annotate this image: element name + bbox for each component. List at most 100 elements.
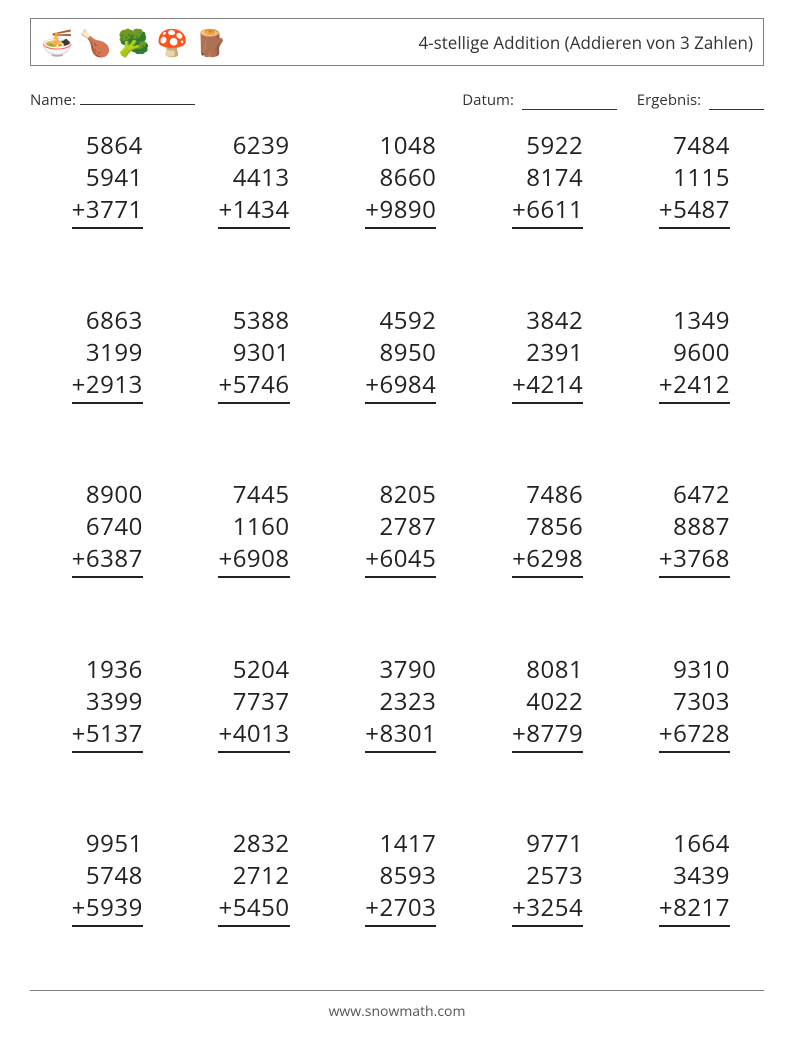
addend-3-plus: +5746 [218,369,289,404]
meta-line: Name: Datum: Ergebnis: [30,90,764,110]
addend-2: 8950 [380,337,437,369]
addend-3-plus: +9890 [365,194,436,229]
food-icon: 🥦 [118,29,150,55]
addend-3-plus: +6728 [659,718,730,753]
addend-1: 4592 [380,305,437,337]
result-label: Ergebnis: [637,90,701,110]
addend-2: 3439 [673,860,730,892]
problems-grid: 58645941+377162394413+143410488660+98905… [30,130,764,963]
footer-text: www.snowmath.com [0,1002,794,1021]
addend-3-plus: +2703 [365,892,436,927]
name-label: Name: [30,90,76,110]
addend-1: 5204 [233,654,290,686]
addend-1: 6472 [673,479,730,511]
addend-3-plus: +8217 [659,892,730,927]
addend-1: 8205 [380,479,437,511]
addend-3-plus: +6298 [512,543,583,578]
addend-1: 8900 [86,479,143,511]
addition-problem: 38422391+4214 [470,305,617,440]
result-blank[interactable] [709,95,764,110]
addend-3-plus: +3254 [512,892,583,927]
addition-problem: 97712573+3254 [470,828,617,963]
addend-1: 1664 [673,828,730,860]
addend-1: 3842 [526,305,583,337]
addend-2: 7737 [233,686,290,718]
addend-1: 5922 [526,130,583,162]
addend-2: 2391 [526,337,583,369]
addend-1: 1349 [673,305,730,337]
addend-3-plus: +3771 [72,194,143,229]
addend-2: 8660 [380,162,437,194]
addition-problem: 14178593+2703 [324,828,471,963]
addend-3-plus: +6045 [365,543,436,578]
addend-2: 5941 [86,162,143,194]
addend-1: 7486 [526,479,583,511]
date-blank[interactable] [522,95,617,110]
addend-2: 2323 [380,686,437,718]
addend-2: 2712 [233,860,290,892]
addend-2: 7303 [673,686,730,718]
addend-2: 4413 [233,162,290,194]
addend-2: 6740 [86,511,143,543]
addition-problem: 68633199+2913 [30,305,177,440]
addend-2: 4022 [526,686,583,718]
addition-problem: 13499600+2412 [617,305,764,440]
addition-problem: 93107303+6728 [617,654,764,789]
addition-problem: 80814022+8779 [470,654,617,789]
addition-problem: 89006740+6387 [30,479,177,614]
worksheet-page: 🍜 🍗 🥦 🍄 🪵 4-stellige Addition (Addieren … [0,0,794,1053]
addend-2: 8593 [380,860,437,892]
addend-3-plus: +1434 [218,194,289,229]
addend-3-plus: +6984 [365,369,436,404]
name-blank[interactable] [80,90,195,105]
worksheet-title: 4-stellige Addition (Addieren von 3 Zahl… [418,31,753,54]
addend-2: 9301 [233,337,290,369]
addend-3-plus: +6611 [512,194,583,229]
addend-1: 2832 [233,828,290,860]
addition-problem: 19363399+5137 [30,654,177,789]
addend-1: 7445 [233,479,290,511]
addend-3-plus: +5939 [72,892,143,927]
addend-2: 8174 [526,162,583,194]
addend-1: 1936 [86,654,143,686]
addend-3-plus: +2412 [659,369,730,404]
addend-3-plus: +6387 [72,543,143,578]
addend-1: 5864 [86,130,143,162]
addition-problem: 10488660+9890 [324,130,471,265]
food-icon: 🍜 [41,29,73,55]
addition-problem: 52047737+4013 [177,654,324,789]
addition-problem: 74841115+5487 [617,130,764,265]
addend-2: 3399 [86,686,143,718]
addition-problem: 16643439+8217 [617,828,764,963]
addend-1: 6239 [233,130,290,162]
addend-2: 3199 [86,337,143,369]
food-icon: 🪵 [195,29,227,55]
addition-problem: 74867856+6298 [470,479,617,614]
food-icon: 🍗 [79,29,111,55]
addition-problem: 58645941+3771 [30,130,177,265]
addend-3-plus: +4214 [512,369,583,404]
addend-1: 9310 [673,654,730,686]
header-box: 🍜 🍗 🥦 🍄 🪵 4-stellige Addition (Addieren … [30,18,764,66]
spacer [195,90,442,110]
addend-1: 6863 [86,305,143,337]
addition-problem: 45928950+6984 [324,305,471,440]
addend-3-plus: +6908 [218,543,289,578]
addition-problem: 62394413+1434 [177,130,324,265]
addend-2: 2787 [380,511,437,543]
header-icons: 🍜 🍗 🥦 🍄 🪵 [41,29,227,55]
addend-2: 8887 [673,511,730,543]
addend-1: 9951 [86,828,143,860]
addend-1: 8081 [526,654,583,686]
addend-2: 5748 [86,860,143,892]
addend-3-plus: +5487 [659,194,730,229]
addition-problem: 28322712+5450 [177,828,324,963]
date-label: Datum: [462,90,514,110]
addition-problem: 37902323+8301 [324,654,471,789]
addend-2: 1160 [233,511,290,543]
footer-line [30,990,764,991]
addend-3-plus: +5137 [72,718,143,753]
addition-problem: 59228174+6611 [470,130,617,265]
addend-1: 5388 [233,305,290,337]
addition-problem: 99515748+5939 [30,828,177,963]
